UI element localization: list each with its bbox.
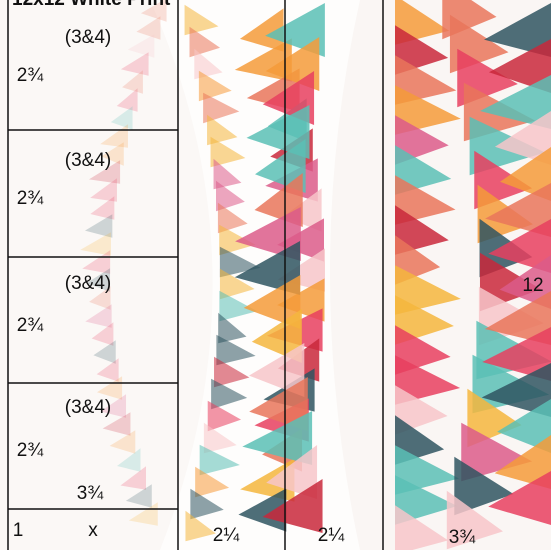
piece-label: (3&4) [65,27,111,48]
cut-diagram: 12x12 White Print (3&4) 2¾ (3&4) 2¾ (3&4… [0,0,551,550]
height-label: 2¾ [17,65,45,86]
piece-label: (3&4) [65,273,111,294]
side-label: 12 [522,275,543,296]
strip-label: 1 [13,520,24,541]
title: 12x12 White Print [12,0,171,10]
height-label: 2¾ [17,440,45,461]
strip-mark: x [88,520,98,541]
width-label: 3¾ [449,527,477,548]
width-label: 2¼ [213,525,241,546]
height-label: 2¾ [17,188,45,209]
height-label: 2¾ [17,315,45,336]
width-label: 2¼ [318,525,346,546]
height-label: 3¾ [77,483,105,504]
piece-label: (3&4) [65,150,111,171]
piece-label: (3&4) [65,397,111,418]
